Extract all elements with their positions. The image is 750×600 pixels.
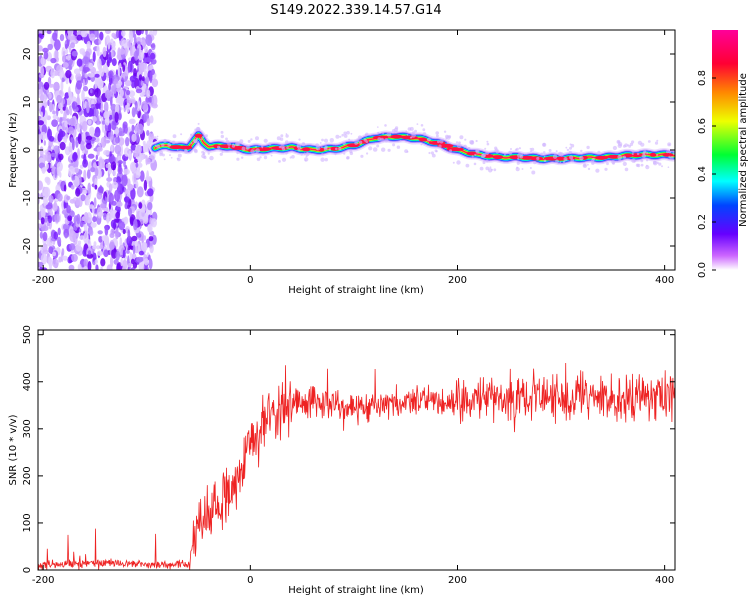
ridge-speckle [153,122,675,175]
snr-frame [37,329,676,571]
x-tick-label: -200 [32,275,55,286]
x-tick-label: 200 [448,575,467,586]
snr-x-axis-label: Height of straight line (km) [288,585,424,596]
y-tick-label: 400 [22,372,33,391]
x-tick-label: 200 [448,275,467,286]
noise-region [38,30,159,270]
snr-panel: -200 0 200 400 0 100 200 300 400 500 Height of s… [8,325,676,596]
figure-title: S149.2022.339.14.57.G14 [270,3,441,18]
colorbar-tick-label: 0.8 [697,70,708,86]
y-tick-label: 500 [22,325,33,344]
spectrogram-plot-area [38,30,675,270]
colorbar-ticks: 0.0 0.2 0.4 0.6 0.8 [697,70,716,278]
colorbar: 0.0 0.2 0.4 0.6 0.8 Normalized spectral ampl… [697,30,749,278]
y-tick-label: 100 [22,513,33,532]
colorbar-tick-label: 0.0 [697,262,708,278]
snr-plot-area [38,362,675,570]
snr-series-line [38,362,675,570]
colorbar-gradient [712,30,738,270]
colorbar-tick-label: 0.2 [697,214,708,230]
spectrogram-y-ticks: -20 -10 0 10 20 [22,48,675,254]
y-tick-label: -20 [22,238,33,254]
ridge-peaks [169,133,674,161]
x-tick-label: -200 [32,575,55,586]
colorbar-tick-label: 0.6 [697,118,708,134]
spectrogram-x-axis-label: Height of straight line (km) [288,285,424,296]
y-tick-label: 0 [22,147,33,153]
y-tick-label: 10 [22,96,33,109]
spectrogram-x-ticks: -200 0 200 400 [32,30,674,286]
y-tick-label: -10 [22,190,33,206]
spectrogram-panel: -200 0 200 400 -20 -10 0 10 20 Height of straig… [8,29,676,296]
y-tick-label: 300 [22,419,33,438]
y-tick-label: 20 [22,48,33,61]
x-tick-label: 400 [655,575,674,586]
snr-y-axis-label: SNR (10 * v/v) [8,414,19,485]
snr-x-ticks: -200 0 200 400 [32,330,674,586]
y-tick-label: 0 [22,567,33,573]
colorbar-label: Normalized spectral amplitude [738,73,749,227]
colorbar-tick-label: 0.4 [697,166,708,182]
y-tick-label: 200 [22,466,33,485]
x-tick-label: 0 [247,575,253,586]
x-tick-label: 0 [247,275,253,286]
x-tick-label: 400 [655,275,674,286]
snr-y-ticks: 0 100 200 300 400 500 [22,325,675,573]
spectrogram-y-axis-label: Frequency (Hz) [8,112,19,188]
